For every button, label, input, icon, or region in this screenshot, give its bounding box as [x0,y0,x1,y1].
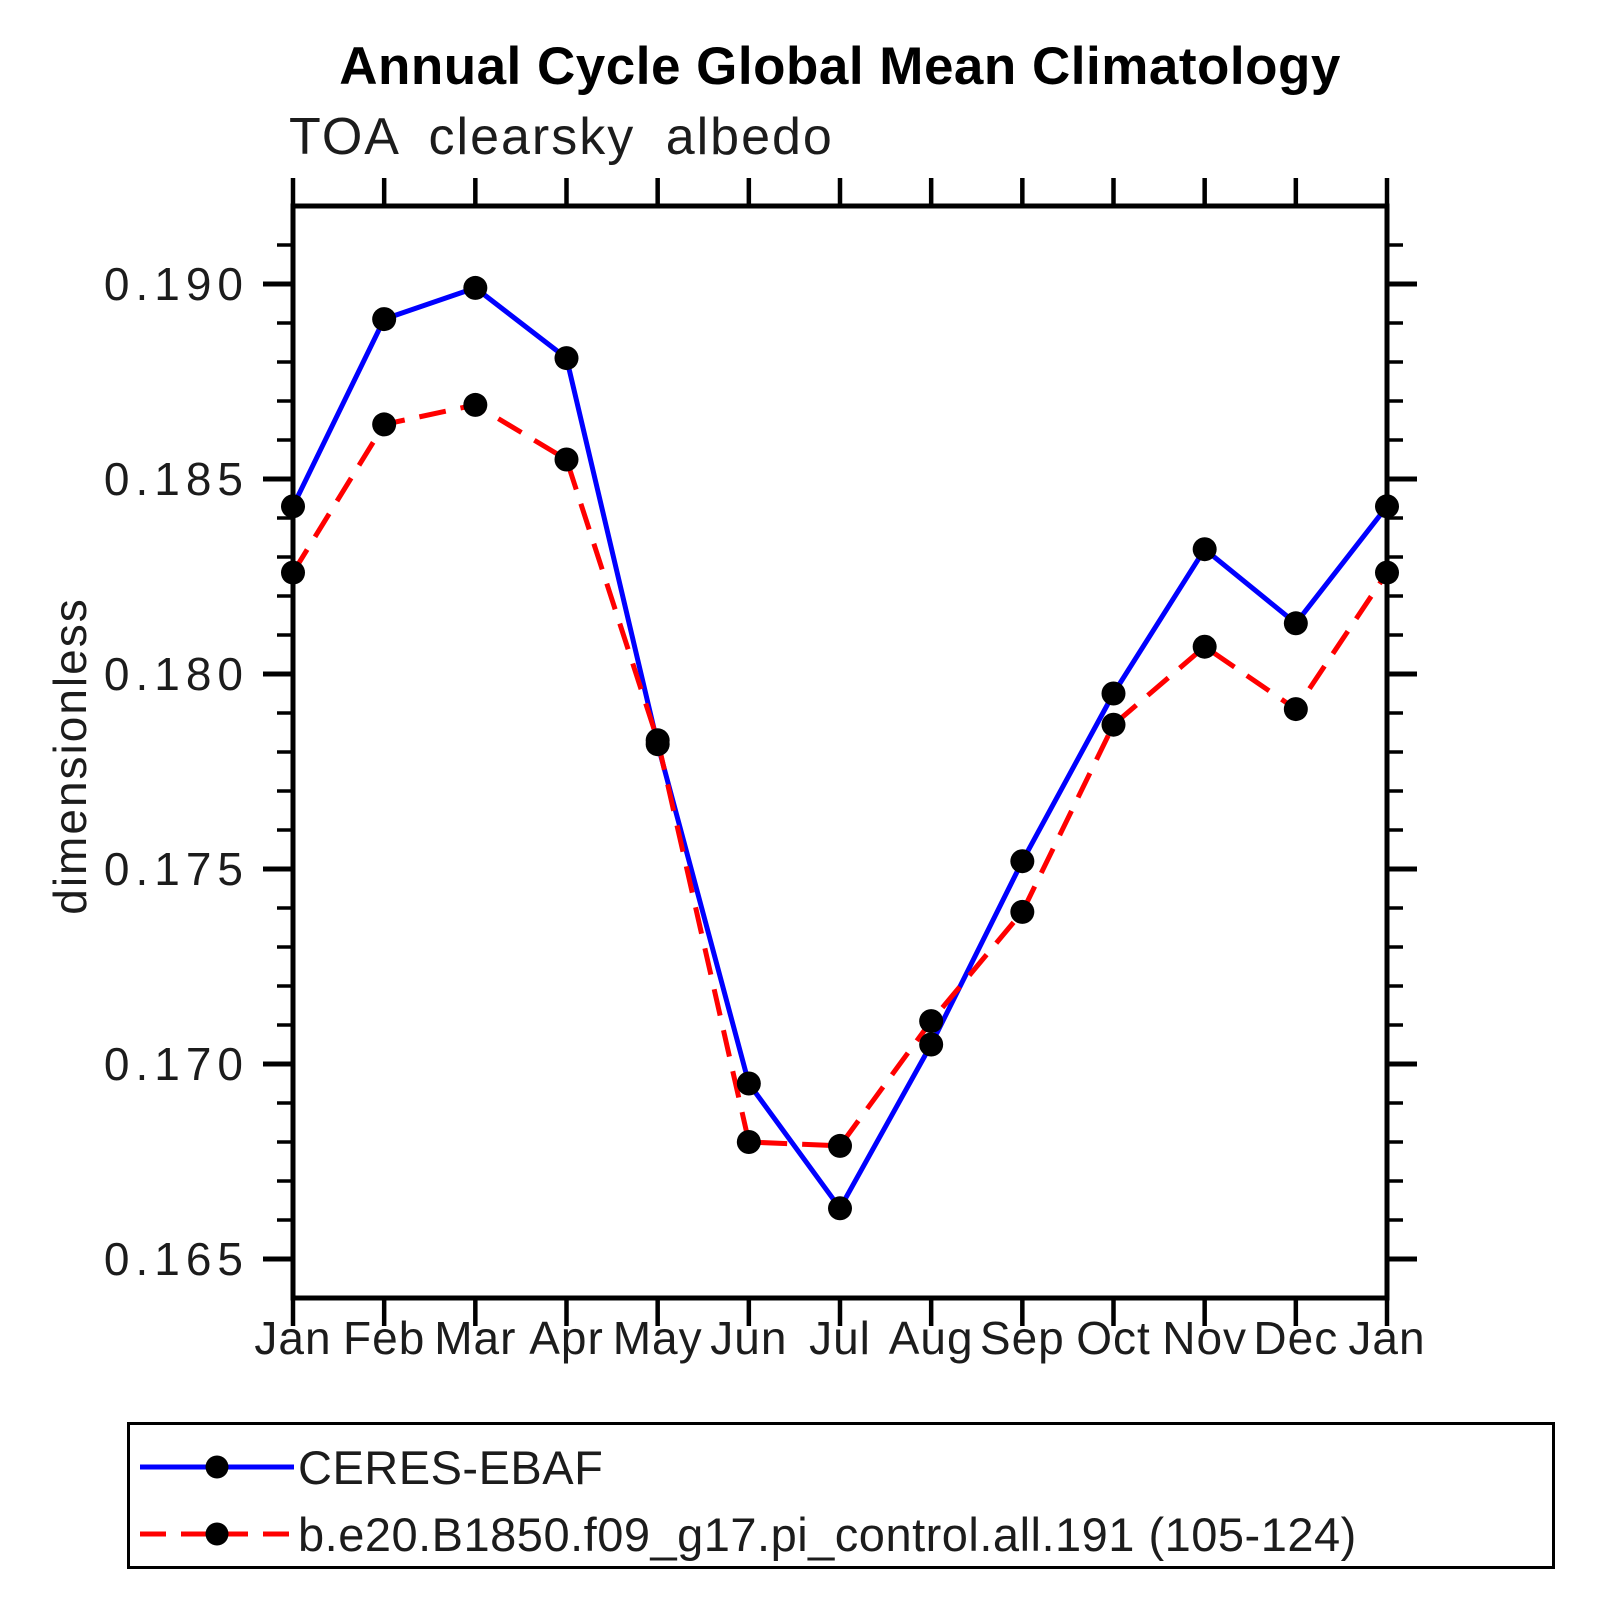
legend-marker-dot [205,1455,229,1479]
x-tick-label: May [613,1312,703,1364]
y-tick-label: 0.190 [104,258,249,310]
legend-swatch-dashed-line [140,1522,294,1546]
y-tick-label: 0.185 [104,453,249,505]
x-tick-label: Oct [1076,1312,1151,1364]
data-point-marker [372,307,397,332]
data-point-marker [281,560,305,585]
series-line-0 [290,285,1389,1211]
data-point-marker [1101,681,1126,706]
data-point-marker [281,494,305,519]
data-point-marker [1010,849,1035,874]
x-tick-label: Sep [980,1312,1065,1364]
chart-title: Annual Cycle Global Mean Climatology [339,37,1341,96]
legend-label-ceres: CERES-EBAF [298,1440,604,1494]
data-point-marker [463,275,488,300]
data-point-marker [828,1133,852,1158]
x-tick-label: Feb [343,1312,425,1364]
series-line-1 [290,402,1390,1149]
data-point-marker [1192,537,1217,562]
x-tick-label: Jul [809,1312,871,1364]
data-point-marker [1010,899,1035,924]
legend-marker-dot [205,1522,229,1546]
data-point-marker [1283,697,1308,722]
x-tick-label: Jan [1348,1312,1425,1364]
x-tick-label: Dec [1253,1312,1338,1364]
legend-item-ceres: CERES-EBAF [136,1441,603,1494]
data-point-marker [554,447,579,472]
legend-label-model: b.e20.B1850.f09_g17.pi_control.all.191 (… [298,1507,1357,1561]
legend-box: CERES-EBAF b.e20.B1850.f09_g17.pi_contro… [127,1422,1555,1569]
x-tick-label: Mar [434,1312,516,1364]
x-tick-label: Nov [1162,1312,1247,1364]
y-tick-label: 0.165 [104,1233,249,1285]
y-tick-label: 0.170 [104,1038,249,1090]
data-point-marker [554,346,579,371]
data-point-marker [1101,712,1126,737]
x-tick-label: Jun [710,1312,787,1364]
legend-swatch-solid-line [140,1455,294,1479]
data-point-marker [1375,494,1399,519]
x-tick-label: Apr [529,1312,604,1364]
data-point-marker [736,1130,761,1154]
data-point-marker [736,1071,761,1096]
x-tick-label: Jan [254,1312,331,1364]
data-point-marker [1192,634,1217,659]
data-point-marker [645,728,670,753]
data-point-marker [919,1009,944,1034]
data-point-marker [463,392,488,417]
y-tick-label: 0.175 [104,843,249,895]
axes-frame [290,203,1390,1301]
y-tick-label: 0.180 [104,648,249,700]
data-point-marker [919,1032,944,1057]
legend-item-model: b.e20.B1850.f09_g17.pi_control.all.191 (… [136,1508,1357,1561]
data-point-marker [372,412,397,437]
x-tick-label: Aug [889,1312,974,1364]
data-point-marker [1283,611,1308,636]
chart-subtitle: TOA clearsky albedo [289,108,834,166]
data-point-marker [1375,560,1399,585]
data-point-marker [828,1196,852,1221]
